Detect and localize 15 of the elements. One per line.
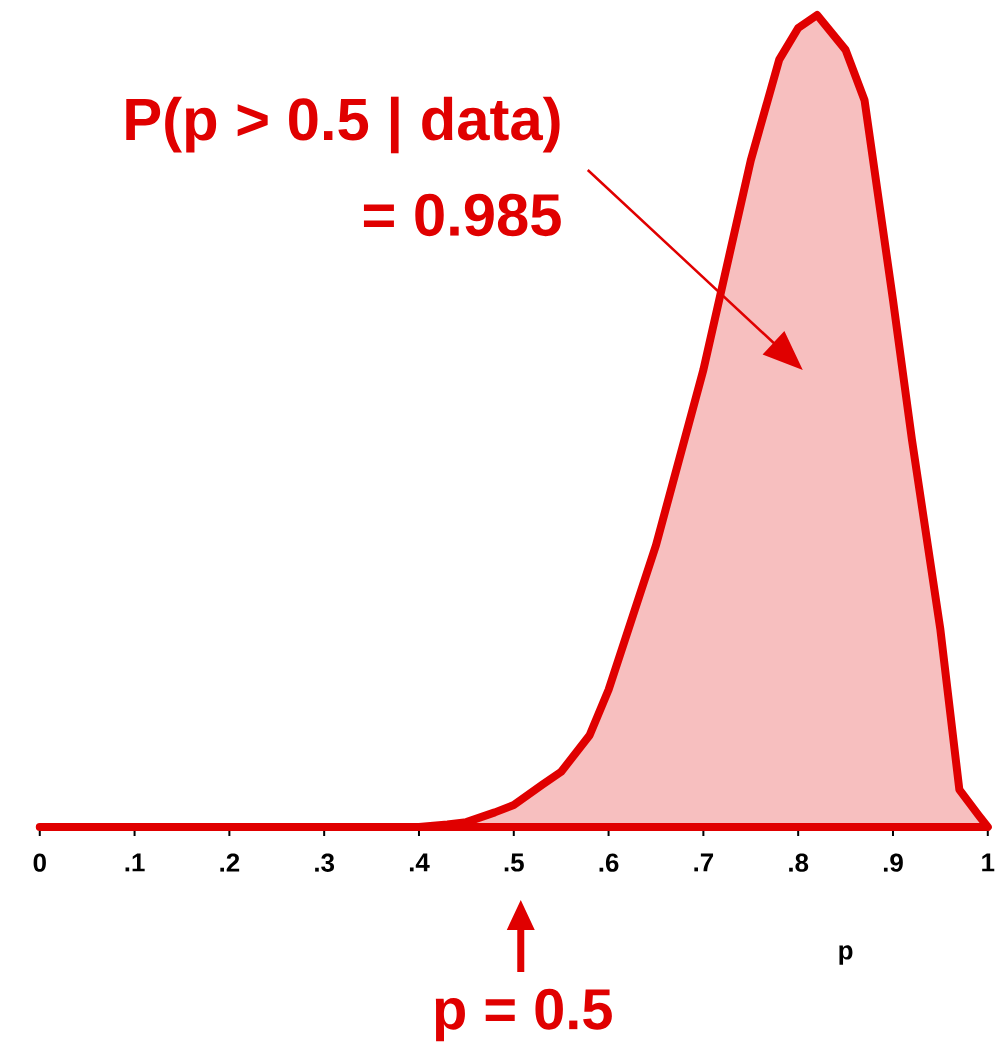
x-tick-label: .6 (599, 853, 619, 872)
x-tick-label: .4 (409, 853, 430, 872)
text: p = 0.5 (435, 988, 612, 1042)
x-tick-label: 0 (33, 853, 46, 872)
annotation: P(p > 0.5 | data) (126, 96, 560, 154)
x-tick-label: 1 (982, 853, 995, 872)
x-tick-label: .7 (694, 853, 713, 872)
x-tick-label: .8 (789, 853, 809, 872)
x-tick-label: .1 (125, 853, 145, 872)
x-tick-label: .3 (315, 853, 334, 872)
x-tick-label: .9 (883, 853, 903, 872)
x-tick-label: .5 (504, 853, 524, 872)
x-axis-title: p (839, 945, 853, 965)
x-tick-label: .2 (220, 853, 240, 872)
annotation: = 0.985 (363, 193, 561, 237)
